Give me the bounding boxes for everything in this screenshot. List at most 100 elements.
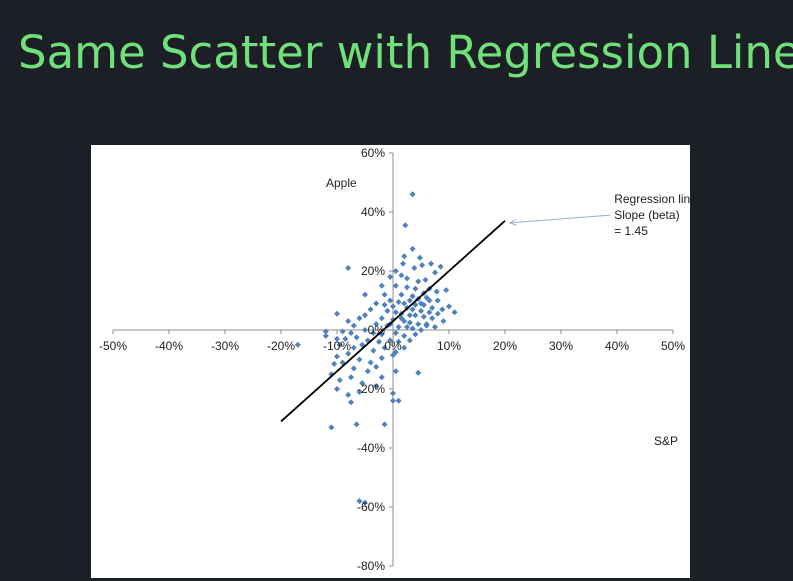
y-tick-label: 40%	[361, 205, 385, 219]
data-point	[422, 276, 429, 283]
data-point	[418, 300, 424, 307]
data-point	[401, 344, 408, 351]
data-point	[339, 359, 346, 366]
data-point	[395, 324, 402, 331]
data-point	[373, 300, 380, 307]
tick-labels: -50% -40% -30% -20% -10% 0% 10% 20% 30% 40% 50% 60%…	[99, 146, 685, 573]
data-point	[362, 291, 368, 298]
data-point	[364, 368, 371, 375]
y-tick-label: -20%	[357, 382, 385, 396]
data-point	[334, 310, 340, 317]
data-point	[401, 300, 408, 307]
data-point	[345, 318, 352, 325]
data-point	[412, 331, 419, 338]
data-point	[350, 344, 357, 351]
data-point	[423, 321, 430, 328]
data-point	[401, 253, 408, 260]
y-tick-label: 20%	[361, 264, 385, 278]
x-tick-label: 40%	[605, 339, 629, 353]
data-point	[419, 262, 426, 269]
data-point	[342, 335, 349, 342]
data-point	[381, 291, 388, 298]
data-point	[412, 301, 419, 308]
x-tick-label: -50%	[99, 339, 127, 353]
x-tick-label: -10%	[323, 339, 351, 353]
annotation-text: Regression line	[614, 192, 690, 206]
data-point	[373, 321, 380, 328]
data-point	[395, 338, 402, 345]
data-point	[409, 191, 416, 198]
data-point	[404, 275, 410, 282]
data-point	[415, 321, 422, 328]
data-point	[356, 356, 363, 363]
data-point	[418, 327, 424, 333]
data-point	[381, 344, 388, 351]
annotation-text: = 1.45	[614, 224, 648, 238]
data-point	[345, 350, 352, 357]
y-tick-label: -80%	[357, 559, 385, 573]
data-point	[364, 337, 371, 344]
data-point	[334, 335, 340, 342]
data-point	[432, 269, 438, 276]
axes	[112, 152, 674, 567]
y-tick-label: 0%	[368, 323, 386, 337]
data-point	[401, 332, 408, 339]
data-point	[392, 282, 399, 289]
data-point	[345, 265, 352, 272]
data-point	[398, 272, 405, 279]
data-point	[373, 383, 380, 390]
data-point	[404, 284, 410, 291]
data-point	[367, 306, 374, 313]
x-tick-label: -30%	[211, 339, 239, 353]
data-points	[294, 191, 458, 506]
data-point	[378, 331, 385, 338]
y-axis-label: Apple	[326, 176, 357, 190]
data-point	[418, 307, 424, 314]
data-point	[348, 374, 354, 381]
data-point	[390, 303, 396, 310]
y-tick-label: -40%	[357, 441, 385, 455]
data-point	[439, 306, 446, 313]
regression-line	[280, 220, 506, 423]
data-point	[339, 328, 346, 335]
data-point	[434, 297, 441, 304]
data-point	[398, 315, 405, 322]
data-point	[350, 365, 357, 372]
data-point	[331, 360, 338, 367]
y-tick-label: -60%	[357, 500, 385, 514]
data-point	[370, 329, 377, 336]
regression-line-group	[280, 220, 506, 423]
data-point	[378, 355, 385, 362]
data-point	[440, 318, 447, 325]
slide-title: Same Scatter with Regression Line	[18, 26, 793, 79]
data-point	[381, 421, 388, 428]
data-point	[412, 312, 419, 319]
data-point	[432, 324, 438, 331]
y-tick-label: 60%	[361, 146, 385, 160]
data-point	[415, 278, 422, 285]
data-point	[384, 307, 391, 314]
data-point	[387, 337, 394, 344]
data-point	[402, 222, 409, 229]
data-point	[428, 260, 435, 267]
data-point	[420, 313, 427, 320]
data-point	[378, 282, 385, 289]
data-point	[406, 337, 413, 344]
x-tick-label: 20%	[493, 339, 517, 353]
data-point	[381, 301, 388, 308]
data-point	[400, 260, 407, 267]
x-axis-label: S&P	[654, 434, 678, 448]
data-point	[433, 288, 440, 295]
data-point	[356, 315, 363, 322]
data-point	[406, 312, 413, 319]
data-point	[334, 353, 340, 360]
data-point	[390, 316, 396, 323]
data-point	[367, 359, 374, 366]
data-point	[443, 287, 450, 294]
data-point	[426, 309, 433, 316]
data-point	[395, 397, 402, 404]
annotation-group: Regression line Slope (beta) = 1.45	[508, 192, 690, 238]
data-point	[392, 329, 399, 336]
data-point	[373, 363, 380, 370]
data-point	[370, 347, 377, 354]
